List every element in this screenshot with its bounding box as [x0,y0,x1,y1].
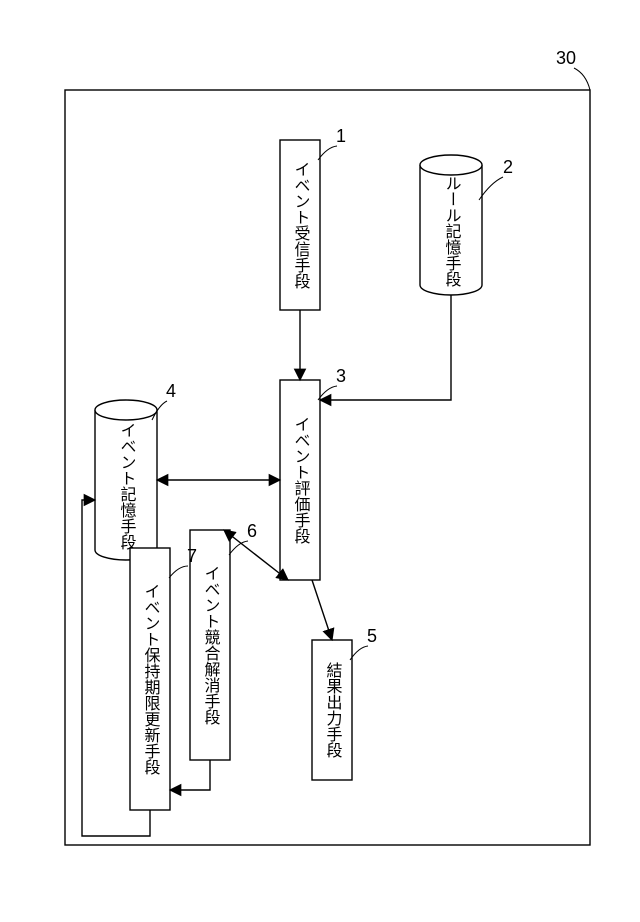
node-num-n3: 3 [336,366,346,386]
node-label-n7: イベント保持期限更新手段 [142,583,161,775]
node-label-n2: ルール記憶手段 [443,175,462,287]
leader-n3 [318,386,337,400]
edge-5 [170,760,210,790]
node-label-n3: イベント評価手段 [292,416,311,544]
leader-30 [574,68,590,90]
node-n2: ルール記憶手段 [420,155,482,295]
node-n1: イベント受信手段 [280,140,320,310]
node-n7: イベント保持期限更新手段 [130,548,170,810]
leader-n6 [229,541,248,555]
leader-n7 [169,566,188,578]
node-num-n6: 6 [247,521,257,541]
label-30: 30 [556,48,576,68]
node-num-n7: 7 [187,546,197,566]
node-label-n6: イベント競合解消手段 [202,565,221,725]
node-n5: 結果出力手段 [312,640,352,780]
node-label-n4: イベント記憶手段 [118,422,137,550]
node-n4: イベント記憶手段 [95,400,157,560]
node-n3: イベント評価手段 [280,380,320,580]
node-num-n5: 5 [367,626,377,646]
node-label-n5: 結果出力手段 [324,662,343,758]
node-num-n4: 4 [166,381,176,401]
node-num-n1: 1 [336,126,346,146]
leader-n5 [350,646,368,660]
edge-3 [312,580,332,640]
node-num-n2: 2 [503,157,513,177]
leader-n1 [318,146,337,160]
node-label-n1: イベント受信手段 [292,161,311,289]
